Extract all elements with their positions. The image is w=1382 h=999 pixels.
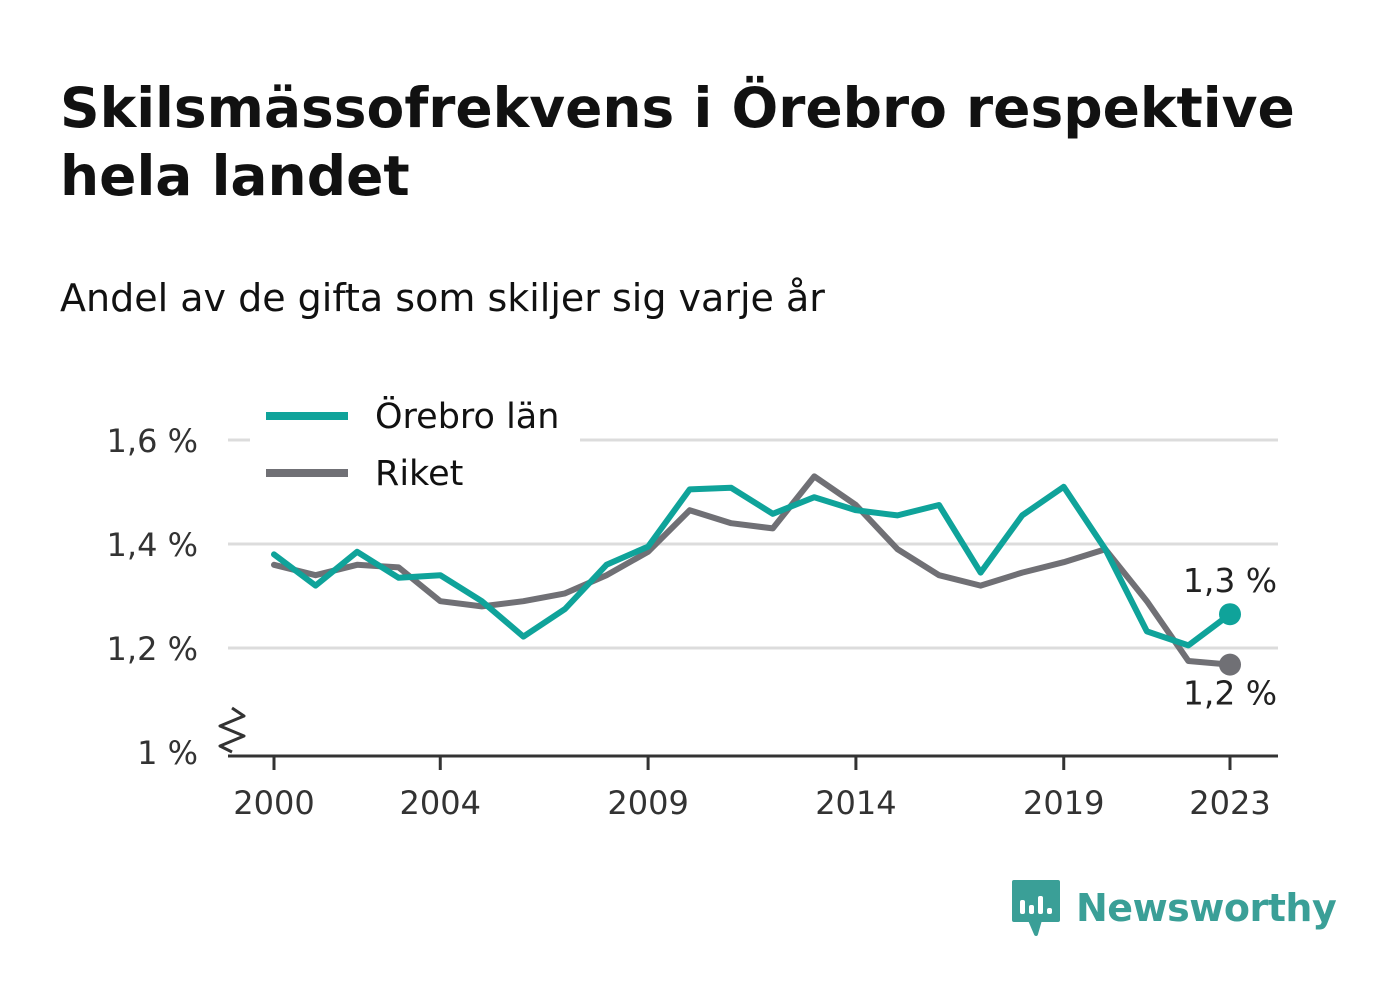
end-label: 1,3 %	[1183, 561, 1277, 600]
x-tick-label: 2019	[1023, 784, 1104, 822]
x-tick-label: 2009	[607, 784, 688, 822]
x-axis: 2000 2004 2009 2014 2019 2023	[228, 754, 1278, 822]
brand-name: Newsworthy	[1076, 886, 1337, 930]
chart-title: Skilsmässofrekvens i Örebro respektive h…	[60, 76, 1295, 208]
series-line	[271, 473, 1233, 668]
x-tick-label: 2004	[400, 784, 481, 822]
x-tick-label: 2014	[815, 784, 896, 822]
axis-break-mark	[218, 706, 246, 754]
y-tick-label: 1,2 %	[107, 630, 198, 668]
newsworthy-logo: Newsworthy	[1010, 878, 1337, 938]
legend-label: Örebro län	[375, 395, 559, 437]
series-lines	[271, 473, 1233, 668]
legend-background	[250, 385, 580, 510]
y-tick-label: 1 %	[137, 734, 198, 772]
end-point	[1219, 603, 1241, 626]
y-axis-tick-labels: 1 % 1,2 % 1,4 % 1,6 %	[107, 422, 198, 772]
legend: Örebro län Riket	[250, 385, 580, 510]
end-point	[1219, 653, 1241, 676]
end-label: 1,2 %	[1183, 674, 1277, 713]
newsworthy-logo-icon	[1012, 880, 1060, 936]
x-tick-label: 2023	[1189, 784, 1270, 822]
legend-label: Riket	[375, 454, 463, 494]
series-line	[271, 483, 1233, 649]
end-labels: 1,2 % 1,3 %	[1183, 561, 1277, 712]
axis-break-icon	[218, 706, 246, 754]
chart-subtitle: Andel av de gifta som skiljer sig varje …	[60, 276, 825, 320]
x-tick-label: 2000	[233, 784, 314, 822]
y-tick-label: 1,6 %	[107, 422, 198, 460]
y-tick-label: 1,4 %	[107, 526, 198, 564]
